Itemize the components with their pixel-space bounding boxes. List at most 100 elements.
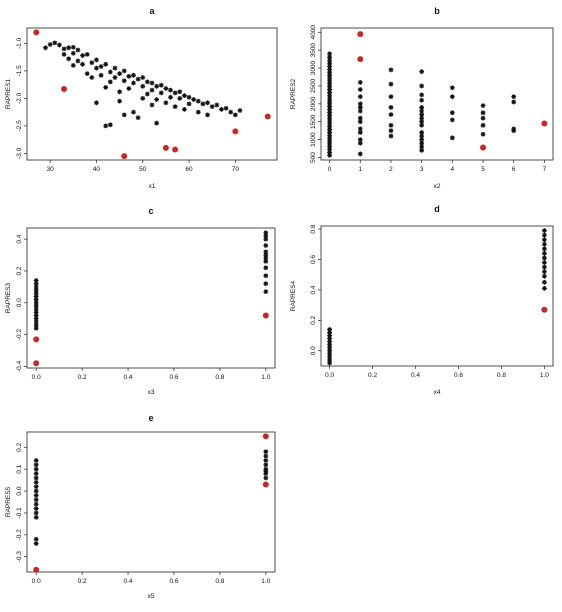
data-point [33,322,39,328]
data-point [449,94,455,100]
data-point [388,112,394,117]
data-point [327,64,332,70]
outlier-point [357,56,364,63]
data-point [33,300,39,306]
data-point [327,360,332,366]
y-tick-label: 3000 [310,60,317,75]
data-point [357,94,363,100]
data-point [33,278,39,283]
data-point [327,132,332,138]
data-point [33,514,39,520]
data-point [75,58,81,64]
data-point [419,92,425,98]
x-tick-label: 0.4 [411,372,420,379]
y-tick-label: 0.0 [16,298,23,307]
data-point [33,510,39,516]
x-tick-label: 0.8 [497,372,506,379]
data-point [542,232,547,238]
data-point [232,112,238,118]
data-point [263,458,269,463]
data-point [419,69,425,75]
data-point [200,101,206,107]
data-point [542,285,547,291]
data-point [327,345,332,351]
y-tick-label: 0.6 [310,255,317,264]
y-axis-label: RAPRES5 [5,486,12,517]
data-point [94,57,99,63]
data-point [117,98,122,104]
data-point [388,122,394,128]
data-point [103,123,109,129]
data-point [357,79,363,85]
data-point [357,126,363,132]
data-point [33,497,39,503]
data-point [542,250,547,256]
data-point [542,241,547,247]
panel-title: a [149,6,155,16]
data-point [327,351,332,357]
data-point [144,79,150,85]
data-point [263,449,269,455]
x-axis-label: x1 [149,183,156,190]
data-point [84,71,90,77]
data-point [357,105,363,110]
data-point [177,89,183,95]
data-point [388,81,394,87]
data-point [121,78,127,84]
data-point [327,110,332,115]
data-point [94,100,99,106]
data-point [121,112,127,118]
data-point [327,348,332,354]
data-point [33,281,39,287]
x-tick-label: 7 [543,166,547,173]
data-point [186,101,192,107]
data-point [33,290,39,296]
data-point [33,466,39,472]
y-tick-label: 0.2 [16,266,23,275]
plot-frame [26,227,276,369]
plot-frame [26,27,278,161]
data-point [449,110,455,116]
data-point [140,75,146,80]
y-tick-label: 0.2 [16,442,23,451]
x-tick-label: 0.4 [124,578,133,585]
data-point [149,102,155,108]
data-point [186,94,192,100]
data-point [327,54,332,60]
y-tick-label: 2000 [310,96,317,111]
data-point [327,112,332,118]
panel-title: c [148,206,153,216]
data-point [172,90,178,96]
y-tick-label: 3500 [310,43,317,58]
data-point [149,87,155,93]
data-point [511,126,517,132]
data-point [103,61,109,67]
data-point [542,246,547,252]
data-point [327,75,332,81]
data-point [195,109,201,115]
y-axis-label: RAPRES4 [290,280,297,311]
data-point [327,121,332,127]
x-tick-label: 0.0 [325,372,334,379]
data-point [89,60,95,66]
data-point [419,112,425,117]
data-point [327,130,332,135]
data-point [327,104,332,110]
outlier-point [232,128,239,135]
data-point [263,243,269,248]
data-point [327,333,332,338]
data-point [61,52,67,57]
outlier-point [33,29,40,36]
x-tick-label: 2 [389,166,393,173]
data-point [66,56,72,62]
x-tick-label: 0.6 [169,578,178,585]
data-point [419,97,425,103]
data-point [33,501,39,507]
data-point [449,117,455,123]
y-tick-label: 0.1 [16,464,23,473]
y-tick-label: 0.2 [310,315,317,324]
data-point [80,61,85,67]
y-tick-label: 1500 [310,114,317,129]
data-point [154,120,160,126]
data-point [33,484,39,490]
